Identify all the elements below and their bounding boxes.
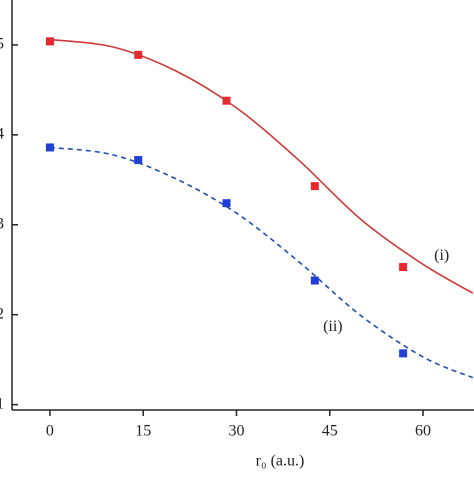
y-tick-label: 2 xyxy=(0,305,4,322)
marker xyxy=(222,199,231,208)
fit-line xyxy=(49,146,474,379)
x-axis-label: r₀ (a.u.) xyxy=(256,453,305,470)
x-tick-label: 45 xyxy=(322,423,338,440)
annotation: (i) xyxy=(434,247,449,264)
marker xyxy=(310,182,319,191)
y-tick-label: 4 xyxy=(0,126,4,143)
marker xyxy=(399,263,408,272)
marker xyxy=(310,276,319,285)
marker xyxy=(45,37,54,46)
x-tick-label: 0 xyxy=(46,423,54,440)
y-tick-label: 1 xyxy=(0,395,4,412)
x-tick-label: 15 xyxy=(135,423,151,440)
marker xyxy=(134,156,143,165)
x-tick-label: 60 xyxy=(415,423,431,440)
annotation: (ii) xyxy=(323,318,343,335)
y-tick-label: 3 xyxy=(0,215,4,232)
y-tick-label: 5 xyxy=(0,36,4,53)
marker xyxy=(399,349,408,358)
fit-line xyxy=(49,38,474,294)
x-tick-label: 30 xyxy=(228,423,244,440)
